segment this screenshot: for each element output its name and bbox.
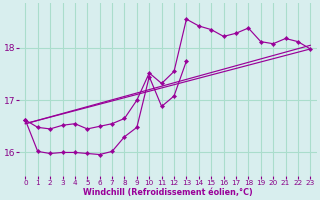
- X-axis label: Windchill (Refroidissement éolien,°C): Windchill (Refroidissement éolien,°C): [83, 188, 253, 197]
